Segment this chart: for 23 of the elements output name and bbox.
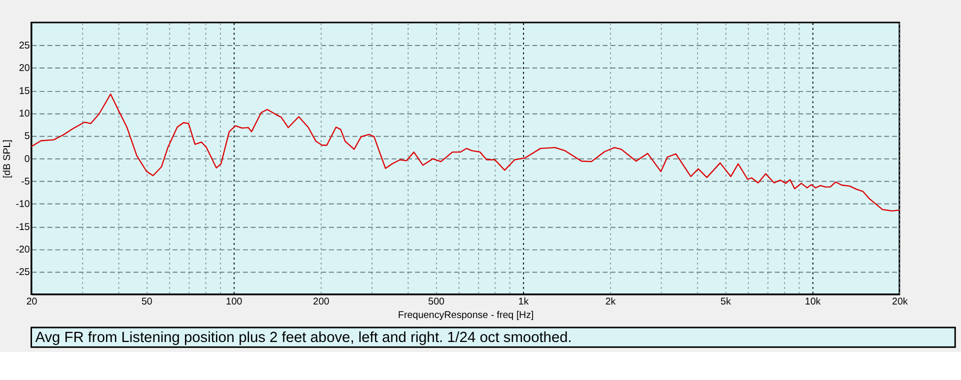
y-axis-title: [dB SPL] bbox=[2, 139, 13, 178]
y-tick-label: -10 bbox=[16, 199, 30, 210]
y-tick-label: 0 bbox=[24, 154, 30, 165]
x-tick-label: 500 bbox=[428, 296, 446, 308]
x-tick-label: 10k bbox=[804, 296, 821, 308]
y-tick-label: 20 bbox=[18, 63, 30, 74]
text: Avg FR from Listening position plus 2 feet above, left and right. 1/24 oct smoothed. bbox=[35, 330, 572, 346]
y-tick-label: 5 bbox=[24, 131, 30, 142]
x-tick-label: 2k bbox=[605, 296, 616, 308]
y-tick-label: 15 bbox=[18, 86, 30, 97]
x-tick-label: 20k bbox=[892, 296, 908, 308]
y-tick-label: -20 bbox=[16, 244, 30, 256]
x-tick-label: 100 bbox=[226, 296, 243, 308]
x-tick-label: 1k bbox=[518, 296, 529, 308]
y-tick-label: -5 bbox=[21, 176, 30, 188]
y-tick-label: 10 bbox=[18, 108, 30, 120]
y-tick-label: -25 bbox=[16, 267, 30, 278]
x-axis-title: FrequencyResponse - freq [Hz] bbox=[398, 310, 534, 322]
x-tick-label: 50 bbox=[141, 296, 153, 308]
y-tick-label: -15 bbox=[16, 222, 30, 233]
x-tick-label: 5k bbox=[720, 296, 731, 308]
y-tick-label: 25 bbox=[18, 40, 30, 52]
x-tick-label: 200 bbox=[313, 296, 330, 308]
